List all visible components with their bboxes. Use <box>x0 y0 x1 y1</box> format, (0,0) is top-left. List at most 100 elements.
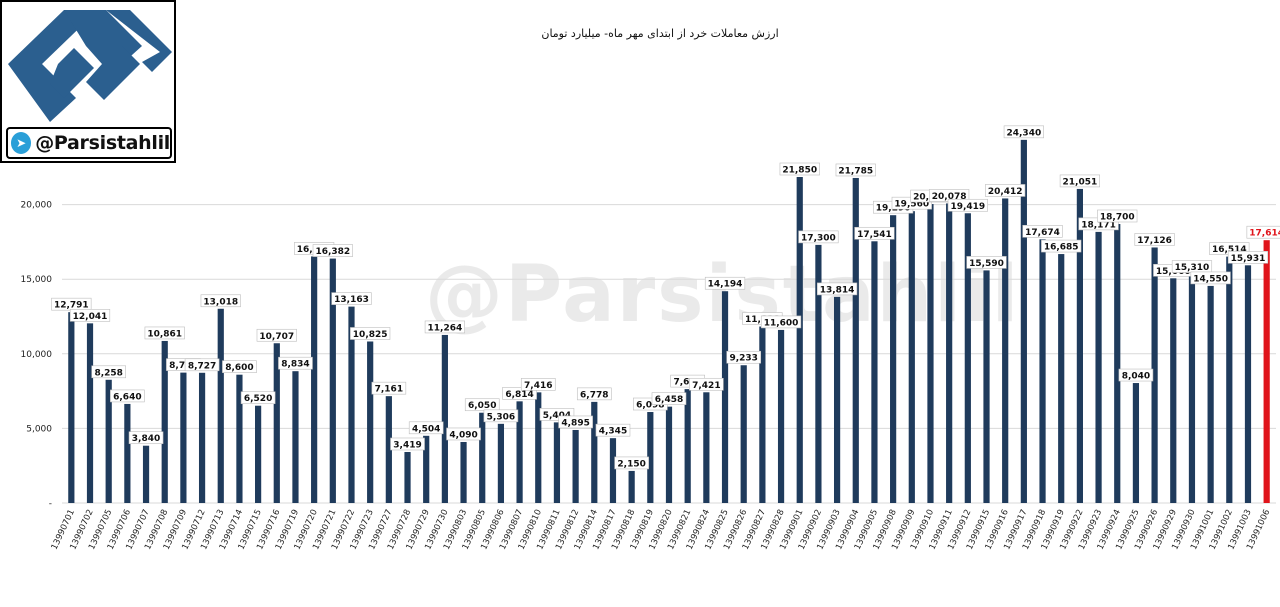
data-label: 2,150 <box>614 456 649 470</box>
data-label: 13,018 <box>200 294 241 307</box>
data-label-box <box>184 358 220 372</box>
data-label-text: 6,098 <box>636 401 664 411</box>
data-label-box <box>222 360 257 373</box>
data-label-box <box>1118 368 1154 382</box>
data-label: 10,861 <box>144 326 185 340</box>
y-tick-label: 5,000 <box>26 424 52 434</box>
bar <box>1132 383 1140 503</box>
data-label-box <box>1227 251 1269 264</box>
bar <box>516 401 523 503</box>
data-label-box <box>371 381 407 395</box>
data-label-text: 10,707 <box>259 332 294 342</box>
data-label: 21,051 <box>1059 174 1100 187</box>
data-label-text: 15,310 <box>1175 263 1210 273</box>
data-label-box <box>595 423 631 437</box>
data-label-text: 21,850 <box>782 165 817 175</box>
data-label-text: 17,541 <box>857 230 892 240</box>
data-label: 6,050 <box>464 398 500 412</box>
data-label: 8,600 <box>222 360 257 373</box>
bar <box>236 374 243 503</box>
bar <box>964 213 971 503</box>
data-label-text: 11,264 <box>428 323 463 333</box>
data-label: 24,340 <box>1003 125 1044 138</box>
data-label-box <box>704 276 746 290</box>
data-label-text: 5,404 <box>543 411 571 421</box>
bar <box>609 438 617 503</box>
data-label: 6,640 <box>110 389 145 402</box>
data-label-text: 7,633 <box>673 378 701 388</box>
data-label-box <box>256 328 297 342</box>
data-label-box <box>651 392 687 405</box>
data-label: 6,778 <box>576 387 612 400</box>
handle-text: @Parsistahlil <box>35 132 170 154</box>
data-label: 7,421 <box>689 377 724 391</box>
data-label: 4,504 <box>408 421 444 435</box>
data-label-box <box>835 163 876 177</box>
data-labels: 12,79112,0418,2586,6403,84010,8618,7398,… <box>51 125 1280 470</box>
bar <box>591 401 598 503</box>
data-label: 4,090 <box>446 427 481 440</box>
data-label-box <box>408 421 444 435</box>
bar <box>1151 247 1158 503</box>
bar <box>423 435 430 503</box>
data-label: 15,931 <box>1227 251 1269 264</box>
data-label: 12,041 <box>69 309 111 322</box>
data-label-box <box>1022 225 1063 238</box>
data-label-text: 2,150 <box>617 459 645 469</box>
data-label-text: 16,514 <box>1212 245 1247 255</box>
bar <box>460 441 467 503</box>
bar <box>1226 256 1233 503</box>
bar <box>852 177 859 503</box>
data-label-text: 19,560 <box>894 200 929 210</box>
logo-box: ➤ @Parsistahlil <box>0 0 176 163</box>
data-label-box <box>350 327 391 340</box>
bar <box>180 372 187 503</box>
data-label-text: 7,421 <box>692 381 720 391</box>
bar <box>1207 285 1214 503</box>
bar <box>497 423 505 503</box>
data-label: 16,685 <box>1041 239 1082 253</box>
data-label-text: 4,895 <box>561 418 589 428</box>
data-label-box <box>312 244 353 257</box>
bar <box>535 392 542 503</box>
bar <box>479 412 486 503</box>
data-label-box <box>331 292 372 305</box>
bar <box>1020 139 1027 503</box>
bar <box>441 334 448 503</box>
data-label-box <box>464 398 500 412</box>
bar <box>311 256 318 503</box>
bar <box>946 203 953 504</box>
bar <box>721 291 729 503</box>
data-label: 3,419 <box>390 437 425 450</box>
data-label-box <box>278 356 313 370</box>
data-label-text: 17,300 <box>801 233 836 243</box>
watermark: @Parsistahlil <box>425 250 1021 340</box>
bar <box>292 371 299 503</box>
data-label-text: 18,700 <box>1100 212 1135 222</box>
data-label: 5,306 <box>483 409 519 422</box>
data-label-text: 8,834 <box>281 360 309 370</box>
bar <box>983 270 990 503</box>
bar <box>796 176 803 504</box>
data-label-text: 15,590 <box>969 259 1004 269</box>
data-label-box <box>614 456 649 470</box>
data-label-text: 4,090 <box>449 430 477 440</box>
data-label: 11,600 <box>760 315 802 328</box>
y-tick-label: 10,000 <box>21 350 53 360</box>
data-label-text: 10,825 <box>353 330 388 340</box>
data-label: 10,825 <box>350 327 391 340</box>
data-label-text: 4,345 <box>599 427 627 437</box>
data-label-text: 20,078 <box>932 192 967 202</box>
data-label-box <box>689 377 724 391</box>
bar <box>777 329 785 503</box>
data-label-box <box>726 350 762 364</box>
data-label-text: 6,640 <box>113 392 141 402</box>
data-label-box <box>985 184 1026 197</box>
data-label: 4,895 <box>558 415 593 428</box>
data-label-box <box>1134 233 1175 246</box>
data-label: 21,785 <box>835 163 876 177</box>
data-label: 3,840 <box>128 431 164 444</box>
telegram-handle[interactable]: ➤ @Parsistahlil <box>6 127 172 159</box>
data-label-box <box>144 326 185 340</box>
